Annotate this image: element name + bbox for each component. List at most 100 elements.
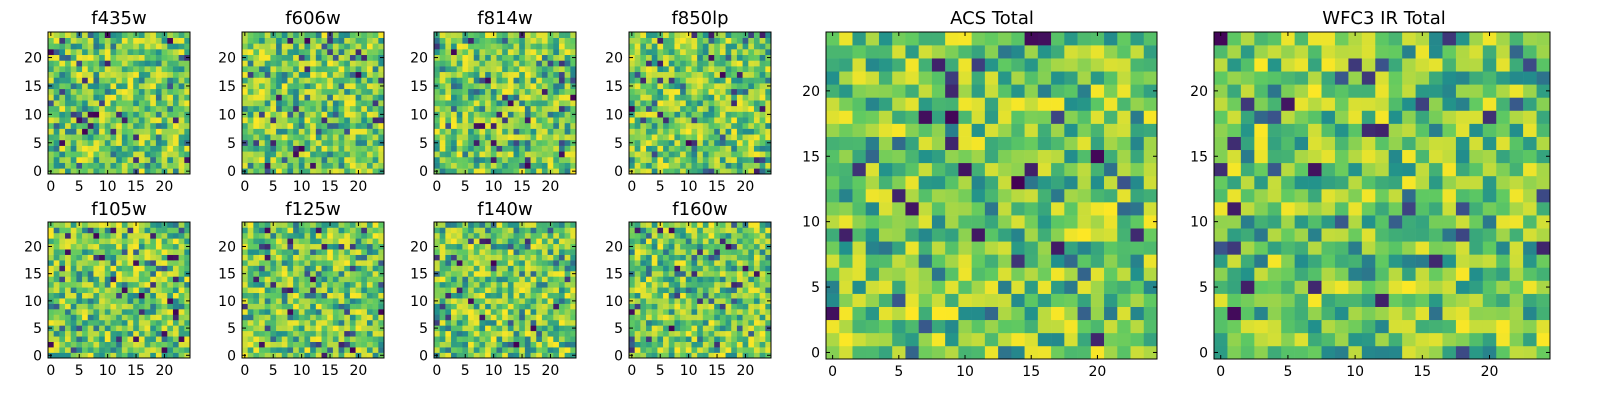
heatmap-cell — [629, 330, 635, 337]
heatmap-cell — [668, 66, 675, 73]
heatmap-cell — [714, 37, 721, 44]
heatmap-cell — [349, 94, 356, 101]
heatmap-cell — [524, 139, 531, 146]
heatmap-cell — [138, 309, 145, 315]
heatmap-cell — [270, 105, 277, 112]
heatmap-cell — [70, 276, 77, 283]
heatmap-cell — [439, 222, 446, 228]
heatmap-cell — [765, 128, 772, 135]
heatmap-cell — [451, 227, 458, 234]
heatmap-cell — [485, 37, 492, 44]
heatmap-cell — [53, 156, 60, 163]
heatmap-cell — [451, 60, 458, 67]
heatmap-cell — [310, 88, 317, 95]
heatmap-cell — [144, 111, 151, 118]
heatmap-cell — [287, 43, 294, 50]
heatmap-cell — [259, 341, 266, 348]
heatmap-cell — [172, 32, 179, 38]
heatmap-cell — [719, 43, 726, 50]
heatmap-cell — [65, 117, 72, 124]
heatmap-cell — [468, 330, 475, 337]
heatmap-cell — [372, 117, 379, 124]
heatmap-cell — [680, 309, 687, 315]
heatmap-cell — [456, 139, 463, 146]
heatmap-cell — [558, 254, 565, 261]
heatmap-cell — [321, 128, 328, 135]
heatmap-cell — [366, 168, 373, 175]
heatmap-cell — [479, 145, 486, 152]
heatmap-cell — [99, 105, 106, 112]
heatmap-cell — [161, 249, 168, 255]
heatmap-cell — [355, 100, 362, 107]
heatmap-cell — [310, 276, 317, 283]
heatmap-cell — [138, 227, 145, 234]
heatmap-cell — [355, 347, 362, 353]
heatmap-cell — [507, 238, 514, 245]
heatmap-cell — [144, 145, 151, 152]
heatmap-cell — [479, 83, 486, 90]
heatmap-cell — [759, 83, 766, 90]
heatmap-cell — [150, 128, 157, 135]
heatmap-cell — [553, 145, 560, 152]
heatmap-cell — [719, 347, 726, 353]
heatmap-cell — [451, 88, 458, 95]
heatmap-cell — [253, 100, 260, 107]
heatmap-cell — [172, 145, 179, 152]
heatmap-cell — [116, 66, 123, 73]
heatmap-cell — [281, 83, 288, 90]
heatmap-cell — [372, 162, 379, 169]
heatmap-cell — [547, 314, 554, 321]
heatmap-cell — [116, 49, 123, 56]
heatmap-cell — [144, 292, 151, 299]
heatmap-cell — [668, 43, 675, 50]
heatmap-cell — [485, 232, 492, 239]
heatmap-cell — [161, 151, 168, 158]
heatmap-cell — [462, 71, 469, 78]
heatmap-cell — [82, 168, 89, 175]
heatmap-cell — [82, 111, 89, 118]
heatmap-cell — [247, 71, 254, 78]
heatmap-cell — [87, 156, 94, 163]
heatmap-cell — [685, 314, 692, 321]
heatmap-cell — [161, 281, 168, 288]
heatmap-cell — [93, 254, 100, 261]
heatmap-cell — [564, 94, 571, 101]
x-tick-label: 20 — [542, 179, 560, 195]
heatmap-cell — [99, 254, 106, 261]
heatmap-cell — [366, 298, 373, 304]
heatmap-cell — [553, 227, 560, 234]
heatmap-cell — [674, 111, 681, 118]
heatmap-cell — [479, 43, 486, 50]
heatmap-cell — [541, 276, 548, 283]
x-tick-label: 0 — [627, 179, 636, 195]
heatmap-cell — [155, 60, 162, 67]
heatmap-cell — [293, 232, 300, 239]
heatmap-cell — [344, 128, 351, 135]
heatmap-cell — [304, 32, 311, 38]
heatmap-cell — [702, 352, 709, 359]
heatmap-cell — [479, 292, 486, 299]
heatmap-cell — [719, 88, 726, 95]
heatmap-cell — [304, 66, 311, 73]
heatmap-cell — [663, 77, 670, 84]
heatmap-cell — [502, 319, 509, 326]
heatmap-cell — [536, 117, 543, 124]
heatmap-cell — [327, 265, 334, 272]
heatmap-cell — [434, 281, 440, 288]
heatmap-cell — [259, 330, 266, 337]
heatmap-cell — [293, 37, 300, 44]
heatmap-cell — [646, 145, 653, 152]
heatmap-cell — [116, 243, 123, 250]
heatmap-cell — [372, 260, 379, 266]
heatmap-cell — [144, 325, 151, 332]
heatmap-cell — [270, 238, 277, 245]
heatmap-cell — [479, 71, 486, 78]
heatmap-cell — [315, 54, 322, 61]
heatmap-cell — [451, 122, 458, 129]
heatmap-cell — [759, 88, 766, 95]
heatmap-cell — [378, 66, 385, 73]
heatmap-cell — [332, 162, 339, 169]
heatmap-cell — [558, 139, 565, 146]
heatmap-cell — [742, 37, 749, 44]
heatmap-cell — [490, 117, 497, 124]
